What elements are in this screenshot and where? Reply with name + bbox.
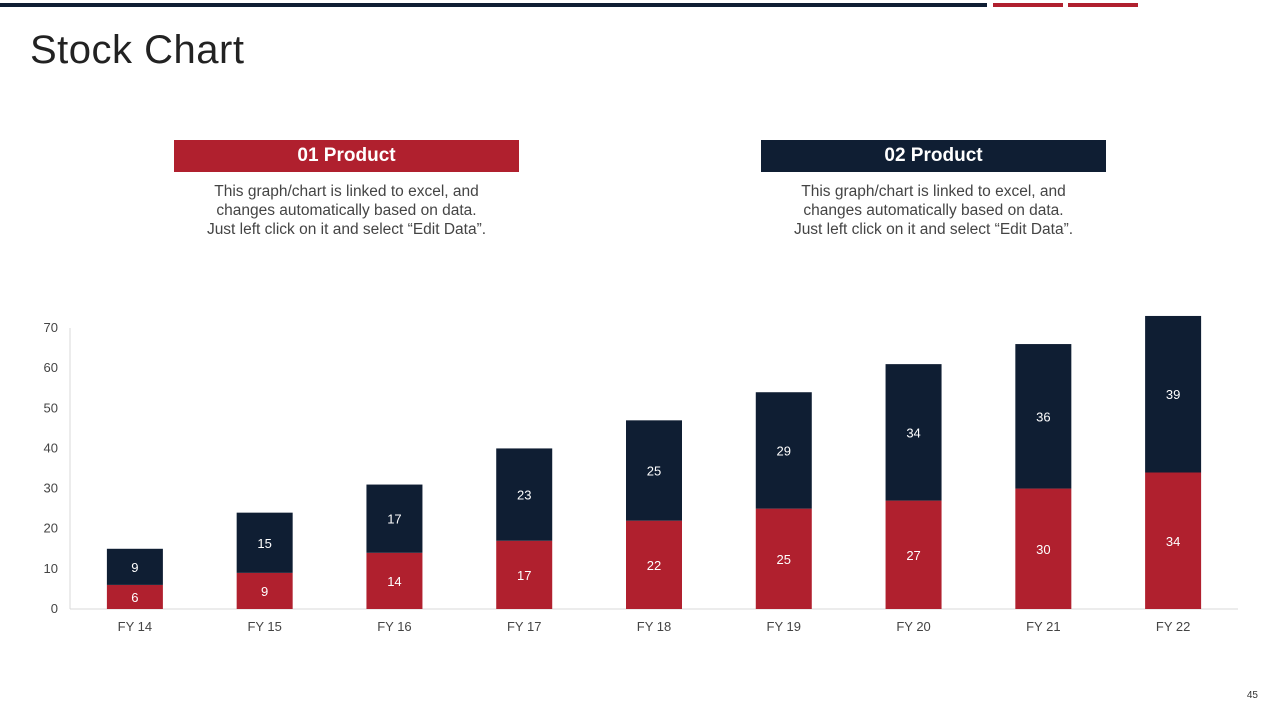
data-label-series-1: 9 xyxy=(261,584,268,599)
x-tick-label: FY 14 xyxy=(118,619,152,634)
bar-series-1[interactable] xyxy=(236,572,293,609)
data-label-series-2: 23 xyxy=(517,488,531,503)
data-label-series-2: 39 xyxy=(1166,387,1180,402)
product-1-desc-line: This graph/chart is linked to excel, and xyxy=(214,183,479,200)
x-tick-label: FY 19 xyxy=(767,619,801,634)
y-tick-label: 70 xyxy=(44,320,58,335)
data-label-series-2: 36 xyxy=(1036,409,1050,424)
bar-series-2[interactable] xyxy=(1145,315,1202,473)
bar-series-1[interactable] xyxy=(1015,488,1072,609)
data-label-series-1: 30 xyxy=(1036,542,1050,557)
product-1-desc-line: changes automatically based on data. xyxy=(216,202,477,219)
x-tick-label: FY 20 xyxy=(896,619,930,634)
data-label-series-1: 6 xyxy=(131,590,138,605)
bar-series-2[interactable] xyxy=(496,448,553,541)
product-1-block: 01 Product This graph/chart is linked to… xyxy=(174,140,519,239)
x-tick-label: FY 15 xyxy=(247,619,281,634)
y-tick-label: 40 xyxy=(44,440,58,455)
top-accent-mark-1 xyxy=(993,3,1063,7)
x-tick-label: FY 18 xyxy=(637,619,671,634)
data-label-series-1: 34 xyxy=(1166,534,1180,549)
product-2-header: 02 Product xyxy=(761,140,1106,172)
bar-series-2[interactable] xyxy=(626,420,682,521)
x-tick-label: FY 21 xyxy=(1026,619,1060,634)
x-tick-label: FY 16 xyxy=(377,619,411,634)
x-tick-label: FY 22 xyxy=(1156,619,1190,634)
product-2-block: 02 Product This graph/chart is linked to… xyxy=(761,140,1106,239)
bar-series-1[interactable] xyxy=(106,584,163,609)
product-2-description: This graph/chart is linked to excel, and… xyxy=(761,182,1106,239)
bar-series-2[interactable] xyxy=(366,484,423,553)
y-tick-label: 10 xyxy=(44,561,58,576)
y-tick-label: 20 xyxy=(44,521,58,536)
data-label-series-1: 14 xyxy=(387,574,401,589)
data-label-series-1: 17 xyxy=(517,568,531,583)
x-tick-label: FY 17 xyxy=(507,619,541,634)
data-label-series-2: 9 xyxy=(131,560,138,575)
data-label-series-2: 17 xyxy=(387,512,401,527)
data-label-series-2: 25 xyxy=(647,464,661,479)
product-1-description: This graph/chart is linked to excel, and… xyxy=(174,182,519,239)
page-number: 45 xyxy=(1246,690,1258,701)
bar-series-2[interactable] xyxy=(106,548,163,585)
bar-series-2[interactable] xyxy=(1015,344,1072,489)
data-label-series-1: 22 xyxy=(647,558,661,573)
bar-series-2[interactable] xyxy=(885,364,942,501)
y-tick-label: 50 xyxy=(44,400,58,415)
page-title: Stock Chart xyxy=(30,28,245,72)
bar-series-1[interactable] xyxy=(1145,472,1202,609)
top-accent-bar xyxy=(0,3,987,7)
data-label-series-1: 25 xyxy=(777,552,791,567)
product-2-desc-line: This graph/chart is linked to excel, and xyxy=(801,183,1066,200)
y-tick-label: 30 xyxy=(44,481,58,496)
y-tick-label: 60 xyxy=(44,360,58,375)
bar-series-2[interactable] xyxy=(755,392,812,509)
stacked-bar-chart[interactable]: 0 10 20 30 40 50 60 70 6 9 FY 14 9 15 FY 15 14 17 FY 16 1… xyxy=(0,310,1280,650)
bar-series-1[interactable] xyxy=(755,508,812,609)
bar-series-2[interactable] xyxy=(236,512,293,573)
product-1-desc-line: Just left click on it and select “Edit D… xyxy=(206,221,487,238)
bar-series-1[interactable] xyxy=(626,520,682,609)
product-2-desc-line: changes automatically based on data. xyxy=(803,202,1064,219)
data-label-series-2: 34 xyxy=(906,425,920,440)
data-label-series-2: 15 xyxy=(257,536,271,551)
data-label-series-1: 27 xyxy=(906,548,920,563)
bar-series-1[interactable] xyxy=(496,540,553,609)
y-tick-label: 0 xyxy=(51,601,58,616)
data-label-series-2: 29 xyxy=(777,443,791,458)
product-2-desc-line: Just left click on it and select “Edit D… xyxy=(793,221,1074,238)
top-accent-mark-2 xyxy=(1068,3,1138,7)
bar-series-1[interactable] xyxy=(366,552,423,609)
product-1-header: 01 Product xyxy=(174,140,519,172)
bar-series-1[interactable] xyxy=(885,500,942,609)
